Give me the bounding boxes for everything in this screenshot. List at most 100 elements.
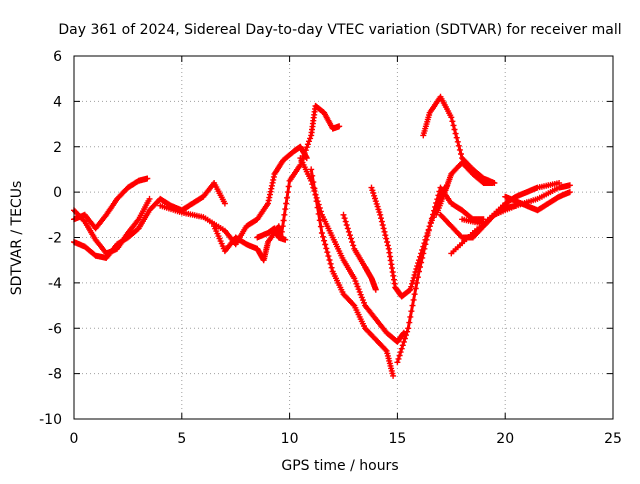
data-point-marker — [284, 194, 290, 201]
data-point-marker — [320, 233, 326, 240]
data-point-marker — [454, 138, 461, 145]
data-point-marker — [411, 271, 418, 278]
data-point-marker — [380, 225, 387, 232]
data-point-marker — [343, 222, 350, 228]
data-point-marker — [404, 328, 411, 335]
data-point-marker — [328, 264, 335, 271]
x-tick-label: 0 — [70, 431, 79, 447]
data-point-marker — [282, 206, 289, 213]
data-point-marker — [409, 302, 416, 309]
data-point-marker — [303, 155, 310, 162]
data-point-marker — [407, 313, 414, 320]
data-series-track-12 — [420, 93, 498, 186]
data-point-marker — [416, 268, 422, 275]
data-point-marker — [413, 279, 420, 286]
chart-title: Day 361 of 2024, Sidereal Day-to-day VTE… — [58, 22, 621, 38]
data-point-marker — [395, 355, 402, 362]
data-point-marker — [414, 274, 421, 281]
data-point-marker — [348, 235, 354, 242]
data-point-marker — [302, 147, 309, 154]
data-point-marker — [432, 203, 439, 210]
data-point-marker — [378, 218, 385, 225]
data-point-marker — [281, 211, 288, 218]
data-point-marker — [383, 235, 390, 242]
data-point-marker — [350, 242, 357, 249]
series-band — [73, 181, 227, 260]
data-point-marker — [301, 150, 308, 157]
data-point-marker — [313, 198, 320, 205]
data-point-marker — [394, 359, 401, 366]
data-point-marker — [308, 166, 315, 173]
y-tick-label: 4 — [53, 94, 62, 110]
data-point-marker — [382, 232, 389, 239]
data-point-marker — [399, 342, 406, 349]
data-point-marker — [221, 200, 228, 207]
data-point-marker — [403, 332, 409, 339]
data-point-marker — [370, 190, 377, 196]
data-point-marker — [410, 296, 417, 303]
data-point-marker — [284, 189, 291, 196]
grid-layer — [74, 56, 613, 419]
y-tick-label: -8 — [48, 367, 62, 383]
data-point-marker — [451, 126, 458, 133]
data-series-track-17 — [502, 189, 573, 214]
y-tick-label: -4 — [48, 276, 62, 292]
data-point-marker — [397, 349, 404, 356]
data-point-marker — [307, 135, 314, 142]
data-point-marker — [407, 286, 414, 293]
y-tick-label: 6 — [53, 49, 62, 65]
data-point-marker — [412, 285, 419, 292]
data-point-marker — [344, 225, 351, 232]
data-point-marker — [421, 245, 428, 252]
data-point-marker — [321, 237, 328, 244]
data-point-marker — [423, 236, 430, 243]
data-point-marker — [314, 204, 321, 211]
data-point-marker — [374, 203, 381, 210]
data-point-marker — [390, 372, 397, 379]
data-series-track-9 — [340, 211, 379, 293]
data-point-marker — [424, 232, 431, 239]
data-point-marker — [566, 182, 573, 189]
data-point-marker — [556, 180, 563, 186]
data-point-marker — [419, 254, 426, 261]
data-point-marker — [351, 275, 358, 282]
data-point-marker — [280, 217, 287, 224]
data-point-marker — [342, 218, 349, 225]
data-point-marker — [341, 215, 348, 222]
data-point-marker — [322, 241, 329, 248]
data-series-track-3 — [71, 175, 151, 232]
data-point-marker — [422, 241, 429, 248]
data-point-marker — [345, 228, 352, 235]
data-point-marker — [406, 319, 413, 326]
data-point-marker — [409, 277, 416, 284]
data-point-marker — [304, 141, 311, 148]
y-tick-label: -2 — [48, 231, 62, 247]
data-point-marker — [398, 345, 405, 352]
data-point-marker — [336, 123, 343, 130]
data-point-marker — [309, 172, 316, 179]
data-series-track-2 — [71, 180, 228, 261]
data-point-marker — [317, 223, 324, 230]
x-tick-label: 20 — [496, 431, 514, 447]
data-point-marker — [324, 249, 331, 256]
data-series-track-8 — [308, 166, 397, 379]
data-point-marker — [384, 242, 391, 249]
data-series-track-4 — [157, 143, 310, 248]
data-point-marker — [378, 215, 384, 222]
data-point-marker — [318, 230, 325, 236]
data-point-marker — [278, 228, 285, 235]
data-point-marker — [372, 286, 379, 293]
data-point-marker — [279, 223, 286, 230]
x-tick-label: 10 — [281, 431, 299, 447]
x-tick-label: 15 — [388, 431, 406, 447]
data-point-marker — [417, 264, 423, 270]
data-point-marker — [282, 236, 289, 243]
data-series-track-6 — [254, 225, 289, 243]
data-point-marker — [408, 283, 415, 290]
data-point-marker — [379, 222, 386, 228]
data-point-marker — [356, 288, 363, 295]
data-point-marker — [408, 308, 415, 315]
data-point-marker — [566, 189, 573, 196]
